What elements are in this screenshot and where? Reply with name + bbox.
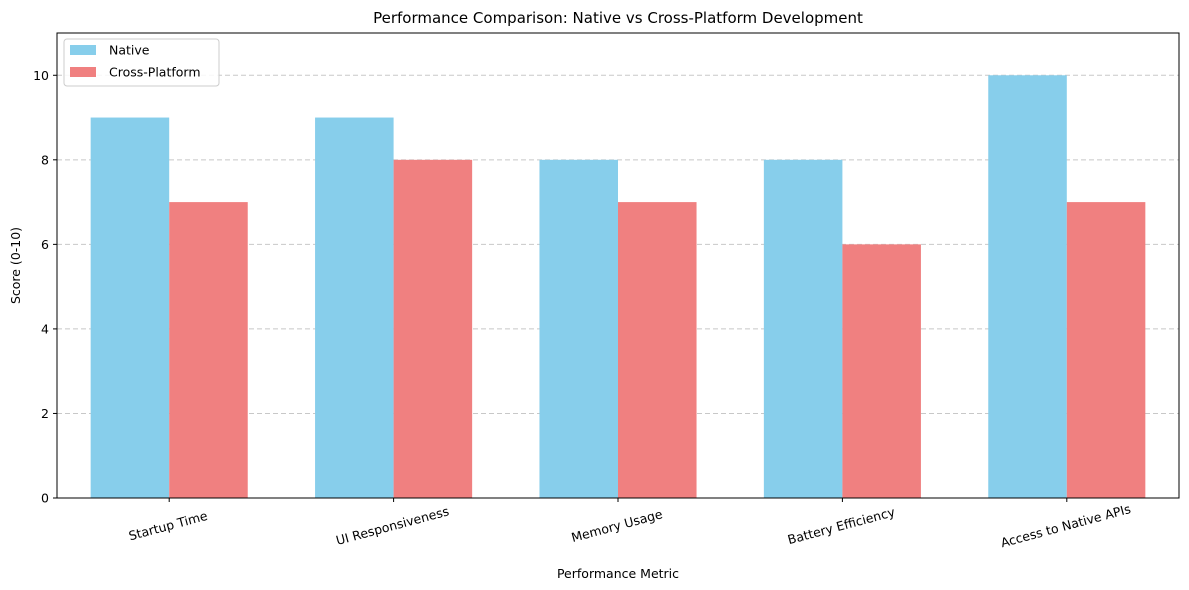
bar-native-battery-efficiency <box>763 159 843 498</box>
x-tick-label: UI Responsiveness <box>334 503 450 548</box>
legend-label-native: Native <box>109 43 150 58</box>
bar-native-startup-time <box>90 117 170 498</box>
x-tick-label: Battery Efficiency <box>786 504 897 547</box>
y-tick-label: 0 <box>41 491 49 506</box>
legend: Native Cross-Platform <box>63 38 220 87</box>
legend-swatch-native <box>70 45 96 55</box>
y-tick-label: 4 <box>41 321 49 336</box>
y-tick-label: 8 <box>41 152 49 167</box>
x-axis-label: Performance Metric <box>557 566 679 581</box>
y-axis-label: Score (0-10) <box>8 227 23 304</box>
bar-cross-platform-battery-efficiency <box>842 244 921 498</box>
bar-cross-platform-access-to-native-apis <box>1066 202 1146 498</box>
bar-cross-platform-memory-usage <box>618 202 697 498</box>
bars <box>90 75 1146 498</box>
y-tick-label: 10 <box>33 68 49 83</box>
legend-swatch-cross-platform <box>70 67 96 77</box>
x-tick-label: Memory Usage <box>570 506 665 545</box>
y-tick-label: 6 <box>41 237 49 252</box>
y-axis-ticks: 0 2 4 6 8 10 <box>33 68 57 506</box>
x-axis-ticks: Startup Time UI Responsiveness Memory Usag… <box>127 498 1132 550</box>
x-tick-label: Startup Time <box>127 508 209 544</box>
bar-native-access-to-native-apis <box>988 75 1067 498</box>
legend-box <box>63 38 220 87</box>
bar-cross-platform-startup-time <box>169 202 248 498</box>
y-tick-label: 2 <box>41 406 49 421</box>
bar-native-memory-usage <box>539 159 618 498</box>
x-tick-label: Access to Native APIs <box>999 501 1132 550</box>
bar-cross-platform-ui-responsiveness <box>393 159 473 498</box>
bar-native-ui-responsiveness <box>315 117 394 498</box>
legend-label-cross-platform: Cross-Platform <box>109 65 201 80</box>
chart-title: Performance Comparison: Native vs Cross-… <box>373 9 863 27</box>
